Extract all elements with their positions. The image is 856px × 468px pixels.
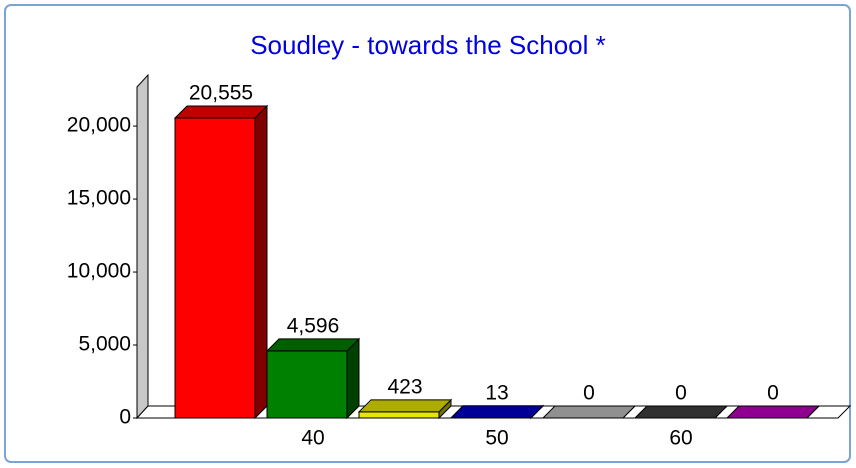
value-label: 0: [675, 382, 687, 405]
bar: [265, 337, 361, 420]
value-label: 0: [583, 382, 595, 405]
bar: [541, 405, 637, 419]
y-tick-label: 5,000: [78, 333, 131, 356]
bar-top: [265, 338, 361, 352]
bar-top: [725, 405, 821, 419]
bar-top: [449, 405, 545, 419]
chart-title: Soudley - towards the School *: [250, 30, 606, 60]
left-wall: [136, 73, 149, 420]
bar: [357, 398, 453, 420]
bar-top: [633, 405, 729, 419]
bar-top: [357, 399, 453, 413]
y-tick-label: 15,000: [67, 187, 131, 210]
y-tick-label: 10,000: [67, 260, 131, 283]
value-label: 13: [485, 381, 508, 404]
y-tick-label: 20,000: [67, 114, 131, 137]
bar: [173, 104, 269, 420]
value-label: 20,555: [189, 82, 253, 105]
bar-top: [173, 105, 269, 119]
frame: [4, 4, 851, 463]
bar: [725, 405, 821, 419]
bar-top: [541, 405, 637, 419]
bar-front: [174, 117, 256, 419]
x-tick-label: 50: [485, 427, 508, 450]
bar: [633, 405, 729, 419]
value-label: 423: [387, 375, 422, 398]
x-tick-label: 60: [669, 427, 692, 450]
bar-side: [346, 337, 360, 420]
value-label: 0: [767, 382, 779, 405]
x-tick-label: 40: [301, 427, 324, 450]
bar-front: [358, 411, 440, 419]
y-tick-label: 0: [119, 406, 131, 429]
bar: [449, 404, 545, 420]
bar-side: [254, 104, 268, 420]
bar-front: [266, 350, 348, 419]
value-label: 4,596: [287, 314, 340, 337]
